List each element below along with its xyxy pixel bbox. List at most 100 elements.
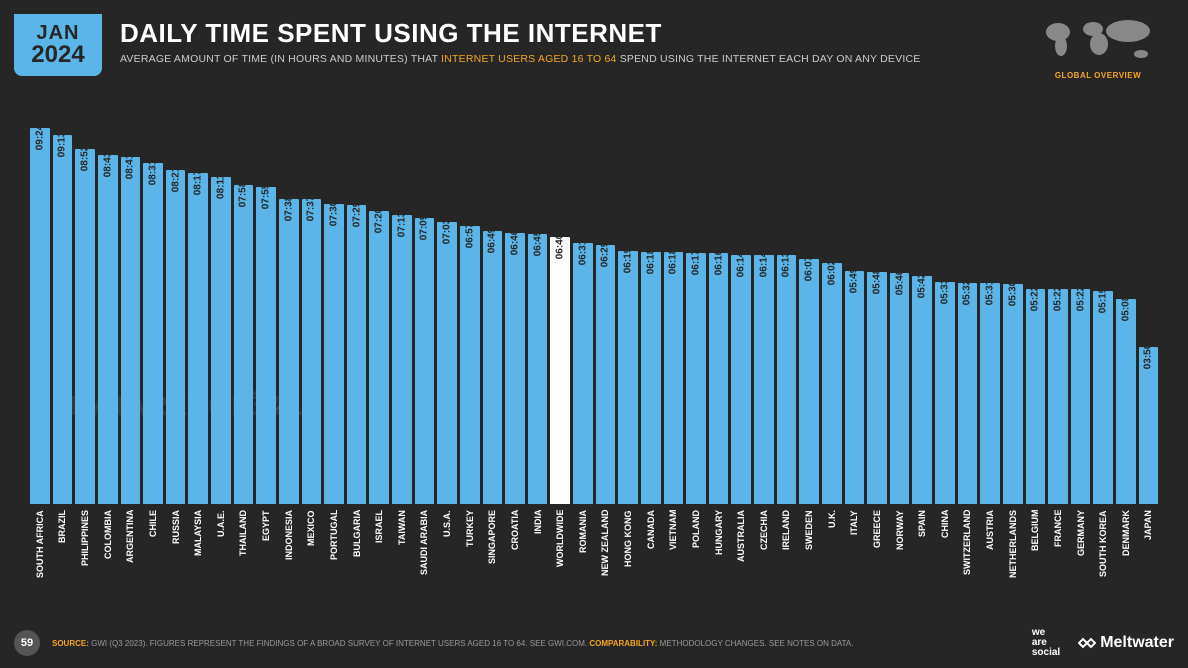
bar-wrap: 06:18VIETNAM xyxy=(664,95,684,595)
bar: 07:55 xyxy=(256,187,276,504)
bar-wrap: 08:17MALAYSIA xyxy=(188,95,208,595)
bar-wrap: 07:20 ISRAEL xyxy=(369,95,389,595)
we-are-social-logo: we are social xyxy=(1032,628,1060,658)
comparability-label: COMPARABILITY: xyxy=(589,639,657,648)
bar: 06:02 xyxy=(822,263,842,504)
bar: 03:56 xyxy=(1139,347,1159,504)
bar-category: ISRAEL xyxy=(374,510,384,595)
bar-value: 07:38 xyxy=(283,195,294,221)
bar-value: 08:52 xyxy=(80,146,91,172)
bar-category: MEXICO xyxy=(306,510,316,595)
bar-wrap: 08:31 CHILE xyxy=(143,95,163,595)
bar: 06:57 xyxy=(460,226,480,504)
bar-value: 05:42 xyxy=(917,273,928,299)
bar-value: 05:22 xyxy=(1075,286,1086,312)
bar-category: RUSSIA xyxy=(171,510,181,595)
bar: 07:03 xyxy=(437,222,457,504)
bar: 07:30 xyxy=(324,204,344,504)
bar-wrap: 05:42SPAIN xyxy=(912,95,932,595)
bar: 06:45 xyxy=(528,234,548,504)
bar-wrap: 07:30PORTUGAL xyxy=(324,95,344,595)
bar-category: CANADA xyxy=(646,510,656,595)
bar-value: 06:31 xyxy=(577,240,588,266)
bar: 05:42 xyxy=(912,276,932,504)
bar-category: SOUTH AFRICA xyxy=(35,510,45,595)
bar-wrap: 05:08 DENMARK xyxy=(1116,95,1136,595)
bar: 06:07 xyxy=(799,259,819,504)
bar: 05:32 xyxy=(958,283,978,504)
footer-logos: we are social Meltwater xyxy=(1032,628,1174,658)
bar-wrap: 09:13BRAZIL xyxy=(53,95,73,595)
bar-wrap: 06:02U.K. xyxy=(822,95,842,595)
comparability-body: METHODOLOGY CHANGES. SEE NOTES ON DATA. xyxy=(657,639,853,648)
bar-category: VIETNAM xyxy=(668,510,678,595)
bar-category: DENMARK xyxy=(1121,510,1131,595)
bar-value: 05:32 xyxy=(962,279,973,305)
bar-value: 06:16 xyxy=(713,250,724,276)
bar-wrap: 05:48GREECE xyxy=(867,95,887,595)
bar: 06:18 xyxy=(641,252,661,504)
bar-category: JAPAN xyxy=(1143,510,1153,595)
bar-wrap: 06:29NEW ZEALAND xyxy=(596,95,616,595)
bar: 05:19 xyxy=(1093,291,1113,504)
bar-chart: 09:24SOUTH AFRICA09:13BRAZIL08:52PHILIPP… xyxy=(30,95,1158,595)
bar-category: AUSTRIA xyxy=(985,510,995,595)
bar-value: 07:20 xyxy=(374,207,385,233)
bar-value: 07:58 xyxy=(238,182,249,208)
bar-wrap: 08:52PHILIPPINES xyxy=(75,95,95,595)
bar-value: 07:03 xyxy=(442,219,453,245)
bar-category: TURKEY xyxy=(465,510,475,595)
bar: 07:13 xyxy=(392,215,412,504)
bar-value: 08:21 xyxy=(170,167,181,193)
bar-category: TAIWAN xyxy=(397,510,407,595)
bar: 05:49 xyxy=(845,271,865,504)
bar-wrap: 08:11U.A.E. xyxy=(211,95,231,595)
bar-wrap: 05:32SWITZERLAND xyxy=(958,95,978,595)
bar-wrap: 05:33CHINA xyxy=(935,95,955,595)
bar-value: 06:40 xyxy=(555,234,566,260)
bar: 06:16 xyxy=(709,253,729,504)
bar-wrap: 08:43COLOMBIA xyxy=(98,95,118,595)
page-number: 59 xyxy=(14,630,40,656)
subtitle-post: SPEND USING THE INTERNET EACH DAY ON ANY… xyxy=(617,53,921,65)
bar-category: FRANCE xyxy=(1053,510,1063,595)
bar-value: 05:33 xyxy=(939,279,950,305)
bar-value: 06:29 xyxy=(600,241,611,267)
bar: 05:31 xyxy=(980,283,1000,504)
bar-value: 05:46 xyxy=(894,270,905,296)
bar-category: ROMANIA xyxy=(578,510,588,595)
bar-value: 07:37 xyxy=(306,196,317,222)
bar-wrap: 06:46CROATIA xyxy=(505,95,525,595)
bar-value: 07:55 xyxy=(261,184,272,210)
bar-wrap: 05:19SOUTH KOREA xyxy=(1093,95,1113,595)
bar: 05:08 xyxy=(1116,299,1136,504)
bar: 05:22 xyxy=(1048,289,1068,504)
bar-value: 08:17 xyxy=(193,169,204,195)
bar-category: NORWAY xyxy=(895,510,905,595)
bar-wrap: 06:18 CANADA xyxy=(641,95,661,595)
bar: 06:49 xyxy=(483,231,503,504)
bar-category: HUNGARY xyxy=(714,510,724,595)
bar: 08:52 xyxy=(75,149,95,504)
bar: 08:21 xyxy=(166,170,186,504)
bar-category: ARGENTINA xyxy=(125,510,135,595)
bar-value: 08:11 xyxy=(215,174,226,199)
bar-value: 06:17 xyxy=(690,249,701,275)
bar-wrap: 06:17POLAND xyxy=(686,95,706,595)
bar-wrap: 06:31 ROMANIA xyxy=(573,95,593,595)
bar-value: 05:22 xyxy=(1052,286,1063,312)
bar-value: 08:31 xyxy=(147,160,158,186)
bar-category: CHILE xyxy=(148,510,158,595)
bar-wrap: 07:38INDONESIA xyxy=(279,95,299,595)
header: DAILY TIME SPENT USING THE INTERNET AVER… xyxy=(120,18,1018,65)
bar: 07:20 xyxy=(369,211,389,504)
bar: 06:19 xyxy=(618,251,638,504)
bar-wrap: 08:41ARGENTINA xyxy=(121,95,141,595)
date-badge: JAN 2024 xyxy=(14,14,102,76)
bar: 09:13 xyxy=(53,135,73,504)
bar-wrap: 06:49SINGAPORE xyxy=(483,95,503,595)
bar-category: SWEDEN xyxy=(804,510,814,595)
bar-category: SAUDI ARABIA xyxy=(419,510,429,595)
bar-category: U.S.A. xyxy=(442,510,452,595)
bar-category: THAILAND xyxy=(238,510,248,595)
